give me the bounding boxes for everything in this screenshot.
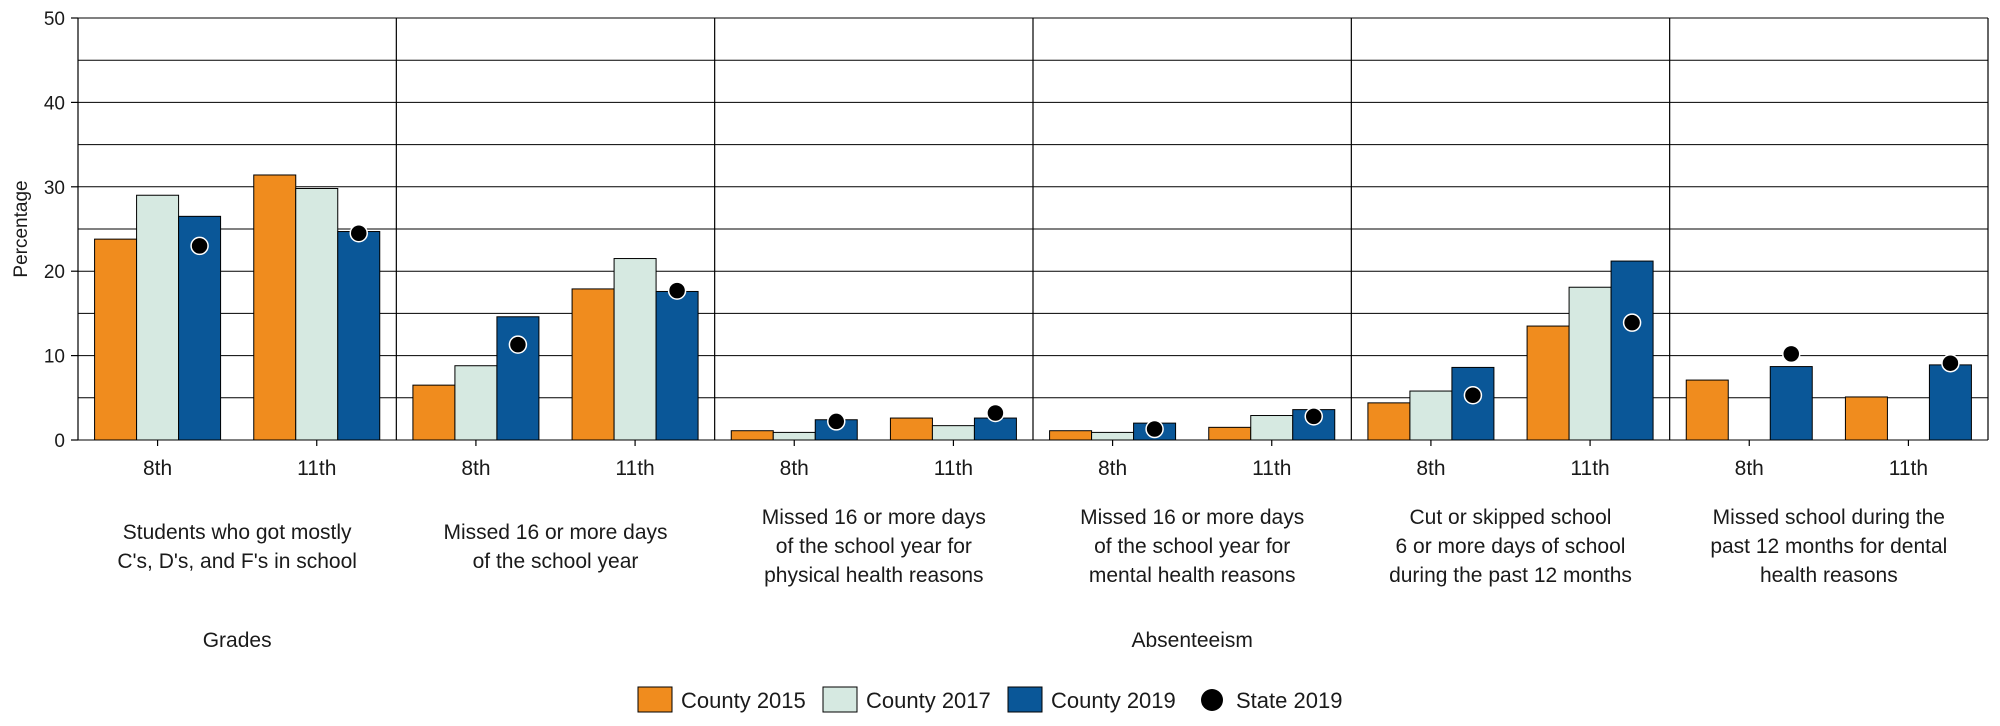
group-label: Cut or skipped school 6 or more days of s… <box>1389 506 1632 587</box>
legend-label: County 2019 <box>1051 688 1176 713</box>
bar-county-2015 <box>889 417 933 441</box>
dot-state-2019 <box>667 281 687 300</box>
bar-county-2017 <box>931 425 975 441</box>
grade-label: 8th <box>143 457 172 480</box>
bar-county-2017 <box>613 258 657 441</box>
bar-county-2019 <box>1610 260 1654 441</box>
grade-label: 11th <box>297 457 336 480</box>
y-tick-label: 50 <box>44 9 65 30</box>
bar-county-2015 <box>1685 379 1729 441</box>
group-label: Missed 16 or more days of the school year <box>443 521 667 573</box>
bar-county-2015 <box>571 288 615 441</box>
bar-county-2015 <box>1208 426 1252 441</box>
dot-state-2019 <box>349 223 368 243</box>
y-tick-label: 30 <box>44 178 65 199</box>
grade-label: 11th <box>615 457 654 480</box>
dot-state-2019 <box>1941 353 1960 373</box>
bar-county-2019 <box>496 316 540 441</box>
grade-label: 11th <box>1889 457 1928 480</box>
y-tick-label: 10 <box>44 347 65 368</box>
y-axis: 0 10 20 30 40 50 Percentage <box>11 9 79 452</box>
grade-label: 11th <box>1252 457 1291 480</box>
dot-state-2019 <box>1304 407 1323 426</box>
legend-label: County 2017 <box>866 688 991 713</box>
y-axis-label: Percentage <box>11 180 32 277</box>
bars <box>94 174 1972 441</box>
grade-label: 11th <box>1570 457 1609 480</box>
section-label: Absenteeism <box>1131 629 1252 652</box>
dot-state-2019 <box>190 236 209 256</box>
dot-state-2019 <box>827 412 846 431</box>
bar-county-2015 <box>1526 325 1570 441</box>
grade-label: 8th <box>780 457 809 480</box>
legend-label: State 2019 <box>1236 688 1342 713</box>
y-tick-label: 20 <box>44 262 65 283</box>
dot-state-2019 <box>1145 419 1164 439</box>
bar-county-2015 <box>730 430 774 441</box>
bar-county-2017 <box>1091 431 1135 441</box>
legend-label: County 2015 <box>681 688 806 713</box>
grade-label: 11th <box>934 457 973 480</box>
dot-state-2019 <box>1782 344 1801 364</box>
dot-state-2019 <box>508 335 528 354</box>
bar-county-2017 <box>295 187 339 441</box>
y-tick-label: 40 <box>44 93 65 114</box>
grade-label: 8th <box>1735 457 1764 480</box>
dot-state-2019 <box>1622 313 1642 332</box>
group-label: Students who got mostly C's, D's, and F's… <box>117 521 357 573</box>
bar-county-2017 <box>136 194 180 441</box>
grade-label: 8th <box>1098 457 1127 480</box>
group-label: Missed 16 or more days of the school year… <box>1080 506 1304 587</box>
bar-county-2015 <box>1367 402 1411 441</box>
bar-county-2017 <box>454 365 498 441</box>
legend-swatch <box>637 686 673 713</box>
legend-dot <box>1201 689 1223 711</box>
bar-county-2017 <box>1568 286 1612 441</box>
bar-county-2015 <box>1049 430 1093 441</box>
dot-state-2019 <box>986 403 1005 423</box>
bar-county-2017 <box>772 431 816 441</box>
bar-county-2019 <box>337 231 381 441</box>
group-dividers <box>395 18 1989 440</box>
legend-swatch <box>822 686 858 713</box>
y-tick-label: 0 <box>54 431 65 452</box>
grade-label: 8th <box>461 457 490 480</box>
legend: County 2015 County 2017 County 2019 State 2… <box>637 686 1342 713</box>
bar-county-2017 <box>1250 415 1294 441</box>
bar-county-2015 <box>94 238 138 441</box>
grade-label: 8th <box>1416 457 1445 480</box>
category-labels: 8th 11th 8th 11th 8th 11th 8th 11th 8th 11th 8th 11… <box>117 440 1947 652</box>
section-label: Grades <box>203 629 272 652</box>
bar-county-2015 <box>1844 396 1888 441</box>
legend-swatch <box>1007 686 1043 713</box>
bar-county-2015 <box>253 174 297 441</box>
bar-county-2019 <box>1769 366 1813 441</box>
bar-county-2019 <box>1928 364 1972 441</box>
group-label: Missed 16 or more days of the school year… <box>762 506 986 587</box>
group-label: Missed school during the past 12 months f… <box>1710 506 1947 587</box>
bar-county-2019 <box>655 290 699 441</box>
dot-state-2019 <box>1463 386 1483 405</box>
bar-county-2015 <box>412 384 456 441</box>
bar-county-2017 <box>1409 390 1453 441</box>
